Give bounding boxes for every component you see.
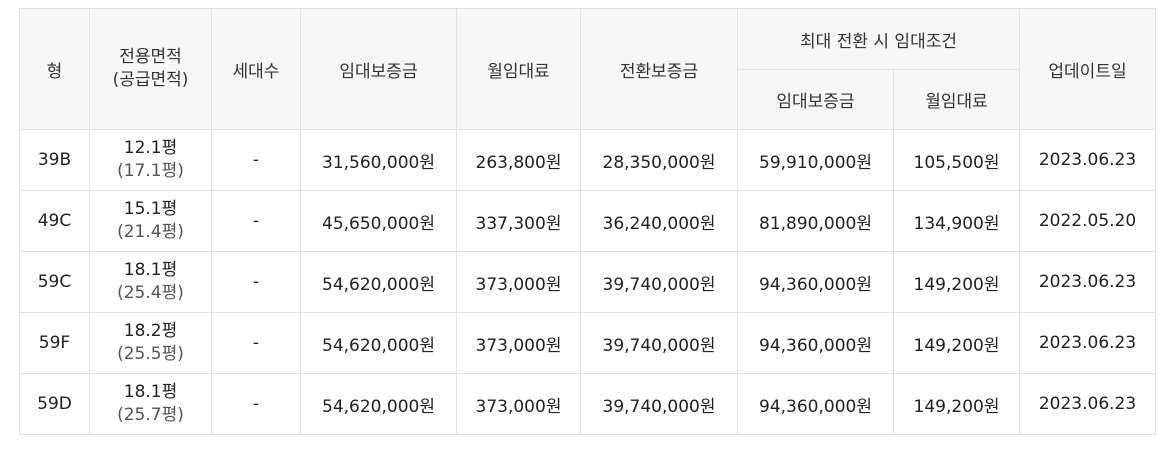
- rental-table-container: 형 전용면적 (공급면적) 세대수 임대보증금 월임대료 전환보증금 최대 전환…: [19, 8, 1157, 435]
- cell-area-supply: (25.5평): [117, 344, 184, 364]
- cell-area: 15.1평 (21.4평): [89, 190, 212, 252]
- cell-deposit: 45,650,000원: [300, 190, 457, 252]
- header-area: 전용면적 (공급면적): [89, 8, 212, 130]
- cell-updated: 2022.05.20: [1019, 190, 1157, 252]
- cell-deposit: 54,620,000원: [300, 373, 457, 435]
- cell-area: 18.1평 (25.4평): [89, 251, 212, 313]
- header-type: 형: [19, 8, 90, 130]
- table-row: 59D 18.1평 (25.7평) - 54,620,000원 373,000원…: [19, 373, 1157, 435]
- cell-max-monthly: 149,200원: [892, 312, 1021, 374]
- header-monthly: 월임대료: [456, 8, 581, 130]
- cell-updated: 2023.06.23: [1019, 129, 1157, 191]
- cell-area-exclusive: 18.1평: [123, 260, 178, 280]
- cell-max-deposit: 59,910,000원: [737, 129, 894, 191]
- cell-area-exclusive: 15.1평: [123, 199, 178, 219]
- table-row: 39B 12.1평 (17.1평) - 31,560,000원 263,800원…: [19, 129, 1157, 191]
- cell-monthly: 263,800원: [456, 129, 581, 191]
- header-area-line2: (공급면적): [112, 70, 189, 90]
- cell-type: 59D: [19, 373, 90, 435]
- cell-area-exclusive: 12.1평: [123, 138, 178, 158]
- cell-max-deposit: 81,890,000원: [737, 190, 894, 252]
- cell-area: 18.1평 (25.7평): [89, 373, 212, 435]
- cell-monthly: 373,000원: [456, 312, 581, 374]
- table-row: 59C 18.1평 (25.4평) - 54,620,000원 373,000원…: [19, 251, 1157, 313]
- cell-conversion: 39,740,000원: [580, 312, 738, 374]
- cell-households: -: [211, 251, 301, 313]
- header-area-line1: 전용면적: [119, 47, 182, 67]
- cell-area-supply: (17.1평): [117, 161, 184, 181]
- cell-conversion: 39,740,000원: [580, 251, 738, 313]
- cell-area: 18.2평 (25.5평): [89, 312, 212, 374]
- cell-max-deposit: 94,360,000원: [737, 312, 894, 374]
- cell-updated: 2023.06.23: [1019, 251, 1157, 313]
- cell-max-monthly: 149,200원: [892, 251, 1021, 313]
- cell-max-monthly: 149,200원: [892, 373, 1021, 435]
- header-deposit: 임대보증금: [300, 8, 457, 130]
- cell-monthly: 373,000원: [456, 251, 581, 313]
- cell-area-exclusive: 18.1평: [123, 382, 178, 402]
- header-conversion: 전환보증금: [580, 8, 738, 130]
- cell-conversion: 36,240,000원: [580, 190, 738, 252]
- cell-updated: 2023.06.23: [1019, 373, 1157, 435]
- cell-max-monthly: 134,900원: [892, 190, 1021, 252]
- table-body: 39B 12.1평 (17.1평) - 31,560,000원 263,800원…: [19, 129, 1157, 435]
- table-row: 49C 15.1평 (21.4평) - 45,650,000원 337,300원…: [19, 190, 1157, 252]
- cell-deposit: 54,620,000원: [300, 312, 457, 374]
- cell-monthly: 337,300원: [456, 190, 581, 252]
- header-max-conversion-group: 최대 전환 시 임대조건: [736, 8, 1021, 70]
- header-max-deposit: 임대보증금: [737, 69, 894, 130]
- cell-type: 39B: [19, 129, 90, 191]
- cell-area-supply: (21.4평): [117, 222, 184, 242]
- header-households: 세대수: [211, 8, 301, 130]
- rental-conditions-table: 형 전용면적 (공급면적) 세대수 임대보증금 월임대료 전환보증금 최대 전환…: [19, 8, 1157, 435]
- cell-max-deposit: 94,360,000원: [737, 251, 894, 313]
- cell-conversion: 39,740,000원: [580, 373, 738, 435]
- table-header: 형 전용면적 (공급면적) 세대수 임대보증금 월임대료 전환보증금 최대 전환…: [19, 8, 1157, 130]
- header-max-monthly: 월임대료: [892, 69, 1021, 130]
- cell-updated: 2023.06.23: [1019, 312, 1157, 374]
- cell-deposit: 31,560,000원: [300, 129, 457, 191]
- cell-area-supply: (25.4평): [117, 283, 184, 303]
- cell-households: -: [211, 312, 301, 374]
- cell-area-supply: (25.7평): [117, 405, 184, 425]
- cell-conversion: 28,350,000원: [580, 129, 738, 191]
- cell-type: 49C: [19, 190, 90, 252]
- cell-deposit: 54,620,000원: [300, 251, 457, 313]
- cell-households: -: [211, 190, 301, 252]
- cell-households: -: [211, 373, 301, 435]
- header-updated: 업데이트일: [1019, 8, 1157, 130]
- cell-monthly: 373,000원: [456, 373, 581, 435]
- cell-area: 12.1평 (17.1평): [89, 129, 212, 191]
- cell-type: 59F: [19, 312, 90, 374]
- cell-max-monthly: 105,500원: [892, 129, 1021, 191]
- cell-max-deposit: 94,360,000원: [737, 373, 894, 435]
- cell-type: 59C: [19, 251, 90, 313]
- cell-households: -: [211, 129, 301, 191]
- cell-area-exclusive: 18.2평: [123, 321, 178, 341]
- table-row: 59F 18.2평 (25.5평) - 54,620,000원 373,000원…: [19, 312, 1157, 374]
